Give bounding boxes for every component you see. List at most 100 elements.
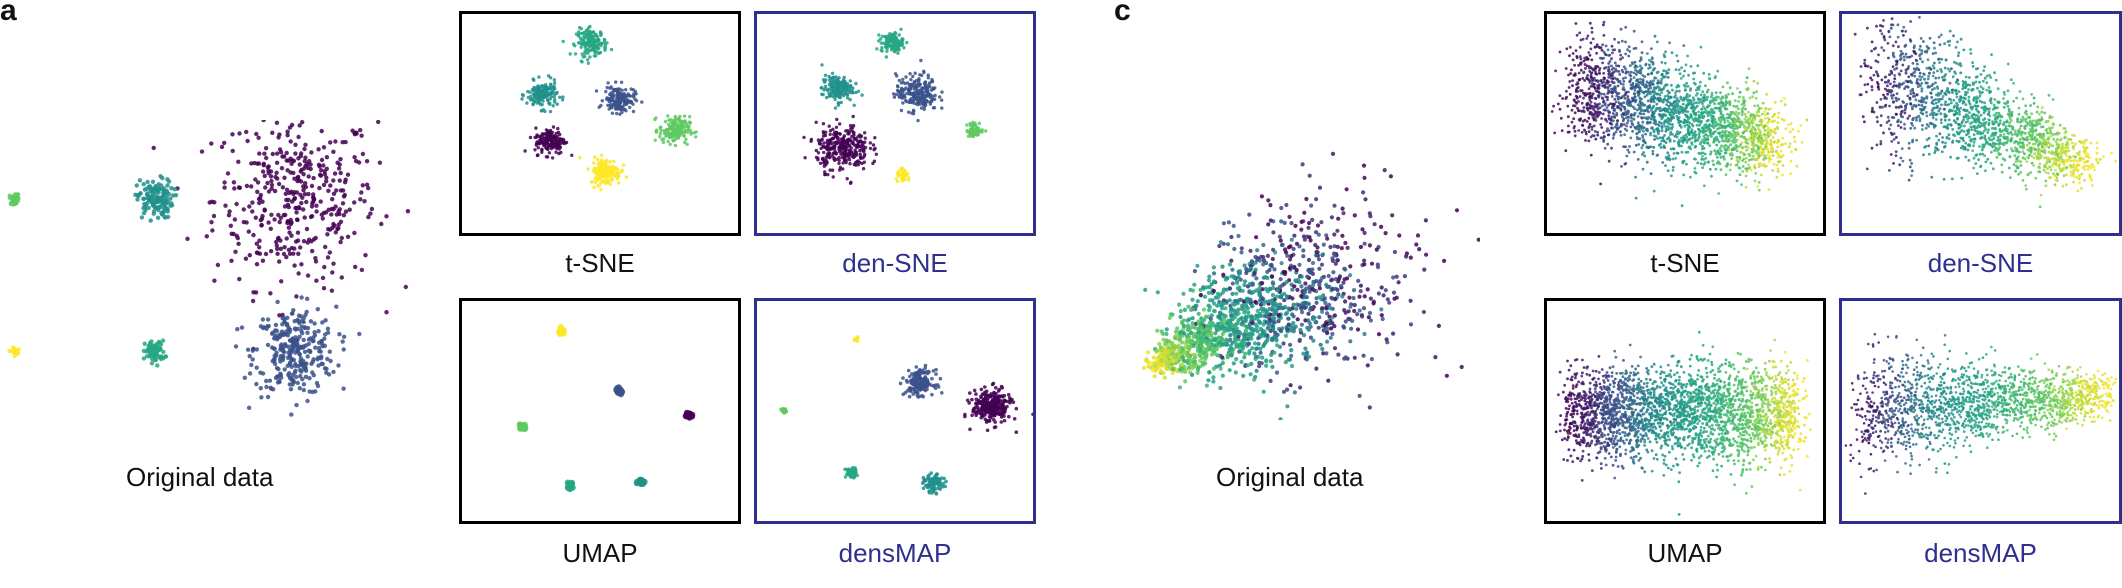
data-point	[1372, 222, 1377, 227]
data-point	[544, 155, 549, 159]
data-point	[338, 157, 343, 162]
data-point	[1317, 266, 1322, 271]
data-point	[598, 30, 603, 34]
data-point	[304, 309, 309, 315]
data-point	[239, 325, 245, 330]
data-point	[971, 408, 976, 412]
data-point	[163, 354, 168, 359]
data-point	[923, 80, 927, 84]
data-point	[157, 186, 162, 191]
data-point	[1268, 328, 1273, 334]
data-point	[897, 33, 901, 37]
data-point	[292, 326, 298, 331]
data-point	[1332, 244, 1337, 249]
data-point	[1310, 217, 1315, 222]
data-point	[974, 392, 978, 396]
data-point	[1365, 287, 1370, 292]
data-point	[899, 166, 903, 171]
data-point	[857, 140, 861, 144]
data-point	[144, 354, 150, 359]
data-point	[296, 319, 301, 324]
data-point	[965, 123, 969, 127]
data-point	[1316, 257, 1322, 262]
data-point	[821, 145, 825, 149]
data-point	[1347, 295, 1352, 300]
data-point	[832, 76, 836, 80]
data-point	[968, 123, 973, 128]
data-point	[1236, 318, 1241, 323]
data-point	[965, 130, 970, 134]
data-point	[268, 174, 274, 179]
data-point	[264, 378, 269, 384]
data-point	[920, 87, 925, 91]
data-point	[1196, 326, 1201, 331]
data-point	[848, 97, 852, 102]
data-point	[331, 261, 336, 266]
data-point	[829, 142, 834, 146]
data-point	[262, 207, 267, 212]
data-point	[1298, 385, 1303, 390]
data-point	[1375, 262, 1380, 267]
data-point	[823, 73, 828, 77]
data-point	[1217, 299, 1222, 305]
data-point	[155, 215, 161, 220]
data-point	[311, 338, 316, 344]
data-point	[924, 370, 929, 374]
data-point	[1333, 297, 1338, 302]
data-point	[545, 92, 549, 96]
data-point	[885, 49, 889, 53]
data-point	[1265, 275, 1270, 281]
data-point	[610, 172, 615, 176]
data-point	[284, 158, 289, 163]
data-point	[319, 157, 325, 163]
data-point	[1421, 309, 1426, 315]
data-point	[967, 401, 971, 405]
data-point	[611, 96, 615, 100]
data-point	[319, 354, 324, 359]
data-point	[820, 63, 824, 67]
data-point	[276, 366, 281, 372]
data-point	[279, 375, 284, 380]
data-point	[169, 203, 175, 208]
data-point	[325, 255, 331, 260]
data-point	[925, 485, 930, 490]
data-point	[173, 193, 179, 198]
data-point	[668, 142, 672, 147]
data-point	[587, 37, 592, 41]
data-point	[147, 350, 152, 355]
data-point	[1379, 285, 1384, 290]
data-point	[1282, 305, 1288, 310]
data-point	[352, 155, 357, 160]
data-point	[872, 148, 876, 152]
data-point	[980, 392, 985, 396]
data-point	[908, 379, 913, 383]
data-point	[268, 249, 274, 254]
data-point	[254, 381, 259, 387]
data-point	[266, 164, 271, 169]
data-point	[247, 354, 252, 359]
data-point	[305, 330, 310, 335]
data-point	[343, 209, 349, 214]
data-point	[899, 108, 904, 113]
data-point	[352, 230, 357, 236]
data-point	[232, 186, 237, 191]
data-point	[1185, 327, 1190, 333]
data-point	[1141, 365, 1147, 371]
data-point	[991, 399, 996, 403]
data-point	[1314, 300, 1319, 305]
data-point	[293, 239, 299, 244]
data-point	[282, 342, 288, 347]
data-point	[570, 153, 574, 157]
data-point	[233, 344, 239, 349]
data-point	[615, 98, 620, 103]
data-point	[1288, 342, 1293, 347]
data-point	[601, 169, 605, 174]
data-point	[970, 413, 974, 418]
data-point	[1220, 264, 1225, 269]
data-point	[1362, 230, 1367, 235]
data-point	[666, 139, 670, 144]
data-point	[1260, 355, 1265, 360]
data-point	[1294, 241, 1300, 246]
data-point	[618, 388, 625, 395]
data-point	[674, 123, 679, 127]
